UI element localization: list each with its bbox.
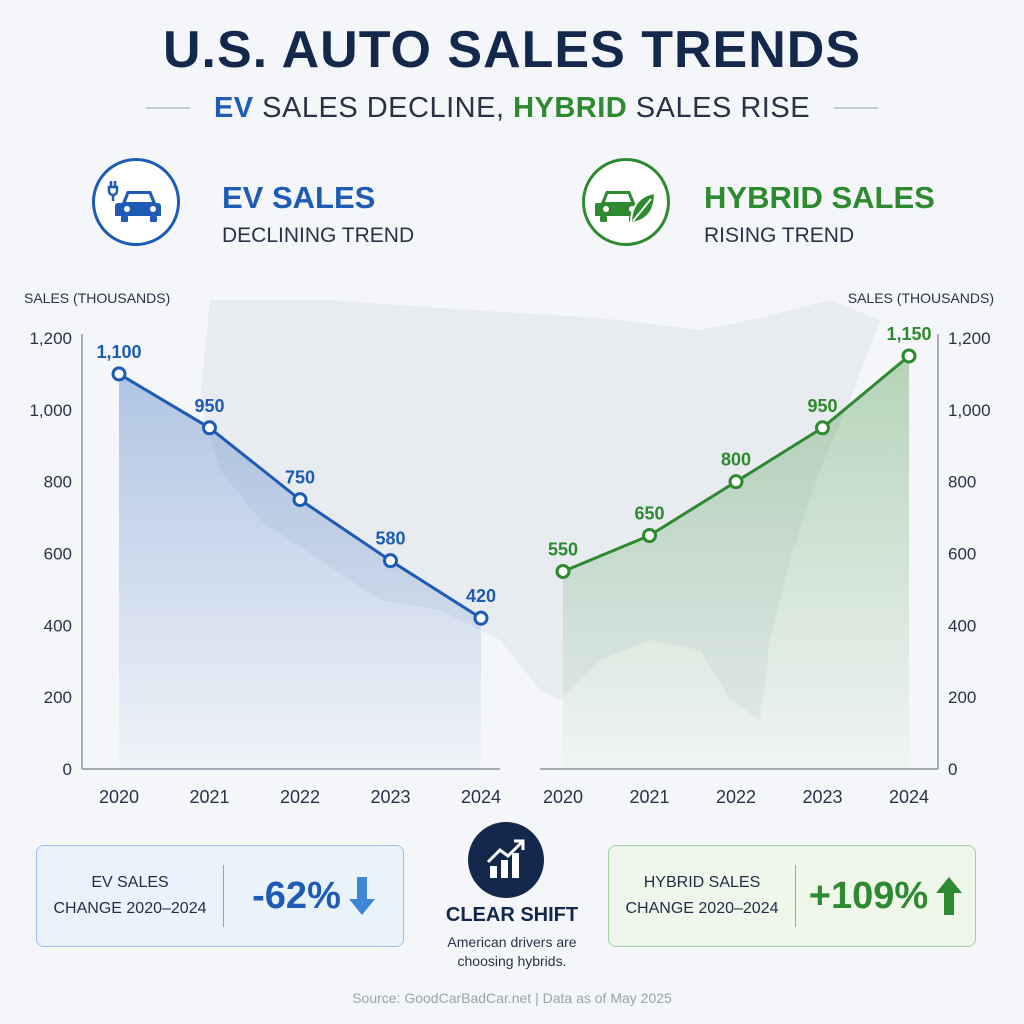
ev-data-point [292, 492, 308, 508]
ev-x-tick-label: 2024 [461, 787, 501, 807]
hybrid-y-axis-label: SALES (THOUSANDS) [847, 290, 994, 306]
hybrid-data-point [642, 528, 657, 544]
hybrid-change-value: +109% [808, 874, 929, 917]
ev-y-tick-label: 0 [63, 760, 72, 779]
hybrid-data-label: 650 [634, 504, 664, 524]
ev-y-axis-label: SALES (THOUSANDS) [24, 290, 171, 306]
hybrid-x-tick-label: 2020 [543, 787, 583, 807]
shift-text-line2: choosing hybrids. [457, 953, 567, 969]
hybrid-change-divider [795, 865, 796, 927]
shift-text-line1: American drivers are [447, 934, 577, 950]
ev-y-tick-label: 400 [44, 616, 72, 635]
hybrid-header-subtitle: RISING TREND [704, 224, 855, 247]
ev-change-value: -62% [252, 874, 341, 917]
ev-data-point [202, 420, 217, 436]
car-leaf-icon [582, 158, 670, 246]
rising-bar-chart-icon [468, 822, 544, 898]
subtitle-ev-rest: SALES DECLINE, [253, 91, 514, 124]
ev-x-tick-label: 2021 [189, 787, 229, 807]
hybrid-data-point [555, 563, 571, 579]
hybrid-y-tick-label: 200 [948, 688, 976, 707]
ev-change-value-wrap: -62% [224, 875, 403, 918]
hybrid-y-tick-label: 1,200 [948, 329, 991, 348]
hybrid-data-label: 800 [721, 450, 751, 470]
subtitle-hybrid-rest: SALES RISE [627, 91, 811, 124]
ev-data-label: 1,100 [96, 342, 141, 362]
ev-y-tick-label: 800 [44, 473, 72, 492]
hybrid-x-tick-label: 2024 [889, 787, 929, 807]
hybrid-data-label: 1,150 [886, 324, 931, 344]
hybrid-y-tick-label: 0 [948, 760, 957, 779]
ev-change-divider [223, 865, 224, 927]
ev-x-tick-label: 2023 [370, 787, 410, 807]
ev-data-label: 750 [285, 468, 315, 488]
ev-data-label: 420 [466, 586, 496, 606]
hybrid-y-tick-label: 600 [948, 545, 976, 564]
ev-data-label: 580 [375, 529, 405, 549]
ev-y-tick-label: 200 [44, 688, 72, 707]
hybrid-x-tick-label: 2021 [629, 787, 669, 807]
hybrid-change-label-line1: HYBRID SALES [643, 874, 761, 891]
page-title: U.S. AUTO SALES TRENDS [162, 21, 862, 79]
ev-data-point [383, 553, 398, 569]
ev-change-label-line1: EV SALES [91, 874, 169, 891]
ev-x-tick-label: 2020 [99, 787, 139, 807]
hybrid-data-point [728, 474, 744, 490]
hybrid-header-title: HYBRID SALES [704, 180, 935, 215]
ev-area-fill [119, 373, 481, 769]
hybrid-data-label: 950 [807, 396, 837, 416]
arrow-down-icon [348, 877, 375, 915]
hybrid-x-tick-label: 2023 [802, 787, 842, 807]
subtitle-rule-left [145, 107, 190, 109]
subtitle: EV SALES DECLINE, HYBRID SALES RISE [214, 92, 810, 125]
arrow-up-icon [936, 877, 963, 915]
hybrid-change-box: HYBRID SALES CHANGE 2020–2024 +109% [608, 845, 976, 947]
shift-title: CLEAR SHIFT [445, 904, 579, 926]
hybrid-change-label-line2: CHANGE 2020–2024 [625, 900, 779, 917]
subtitle-row: EV SALES DECLINE, HYBRID SALES RISE [0, 88, 1024, 128]
ev-data-label: 950 [194, 396, 224, 416]
shift-text: American drivers are choosing hybrids. [412, 933, 612, 971]
hybrid-change-value-wrap: +109% [796, 875, 975, 918]
hybrid-change-label: HYBRID SALES CHANGE 2020–2024 [609, 870, 795, 922]
hybrid-x-tick-label: 2022 [716, 787, 756, 807]
ev-y-tick-label: 600 [44, 545, 72, 564]
source-note: Source: GoodCarBadCar.net | Data as of M… [352, 990, 672, 1006]
subtitle-hybrid-word: HYBRID [513, 91, 628, 124]
ev-change-label: EV SALES CHANGE 2020–2024 [37, 870, 223, 922]
hybrid-data-point [815, 420, 830, 436]
hybrid-data-point [901, 348, 917, 364]
electric-car-icon [92, 158, 180, 246]
subtitle-ev-word: EV [213, 91, 254, 124]
ev-header-subtitle: DECLINING TREND [222, 224, 415, 247]
ev-y-tick-label: 1,000 [29, 401, 72, 420]
hybrid-area-fill [563, 355, 909, 769]
ev-y-tick-label: 1,200 [29, 329, 72, 348]
ev-change-box: EV SALES CHANGE 2020–2024 -62% [36, 845, 404, 947]
ev-change-label-line2: CHANGE 2020–2024 [53, 900, 207, 917]
hybrid-y-tick-label: 1,000 [948, 401, 991, 420]
ev-data-point [111, 366, 127, 382]
hybrid-y-tick-label: 800 [948, 473, 976, 492]
hybrid-data-label: 550 [548, 539, 578, 559]
subtitle-rule-right [834, 107, 879, 109]
hybrid-y-tick-label: 400 [948, 616, 976, 635]
ev-data-point [473, 610, 489, 626]
ev-header-title: EV SALES [222, 180, 376, 215]
ev-x-tick-label: 2022 [280, 787, 320, 807]
